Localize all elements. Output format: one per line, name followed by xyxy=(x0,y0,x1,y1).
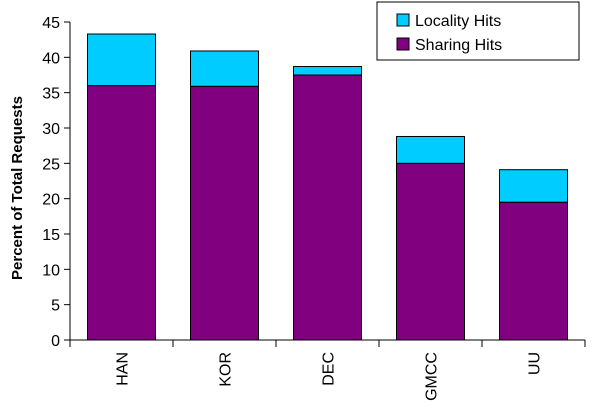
bar-segment-locality-hits xyxy=(293,66,362,76)
x-tick-label: HAN xyxy=(115,352,132,386)
y-tick-label: 25 xyxy=(42,156,60,173)
legend-swatch xyxy=(396,37,410,51)
y-tick-label: 30 xyxy=(42,121,60,138)
bar-segment-sharing-hits xyxy=(293,74,362,341)
bar-segment-sharing-hits xyxy=(87,85,156,341)
y-tick-label: 20 xyxy=(42,192,60,209)
bar-segment-sharing-hits xyxy=(190,85,259,341)
bars xyxy=(87,33,568,341)
y-tick-label: 35 xyxy=(42,86,60,103)
legend-label: Locality Hits xyxy=(415,13,501,30)
y-tick-label: 15 xyxy=(42,227,60,244)
bar-segment-sharing-hits xyxy=(396,162,465,341)
legend-swatch xyxy=(396,13,410,27)
x-tick-label: UU xyxy=(527,352,544,375)
bar-segment-sharing-hits xyxy=(499,201,568,341)
y-axis: 0 5 10 15 20 25 30 35 40 45 xyxy=(42,15,71,350)
y-tick-label: 0 xyxy=(51,333,60,350)
y-tick-label: 10 xyxy=(42,262,60,279)
legend-label: Sharing Hits xyxy=(415,37,502,54)
x-axis: HAN KOR DEC GMCC UU xyxy=(69,339,586,401)
x-tick-label: DEC xyxy=(321,352,338,386)
x-tick-label: GMCC xyxy=(424,352,441,401)
y-tick-label: 40 xyxy=(42,50,60,67)
legend: Locality Hits Sharing Hits xyxy=(376,1,580,61)
legend-box xyxy=(376,1,580,61)
x-tick-label: KOR xyxy=(218,352,235,387)
bar-segment-locality-hits xyxy=(396,135,465,164)
y-tick-label: 5 xyxy=(51,298,60,315)
bar-segment-locality-hits xyxy=(499,169,568,203)
bar-segment-locality-hits xyxy=(87,33,156,87)
y-tick-label: 45 xyxy=(42,15,60,32)
bar-segment-locality-hits xyxy=(190,50,259,87)
y-axis-title: Percent of Total Requests xyxy=(9,96,26,280)
